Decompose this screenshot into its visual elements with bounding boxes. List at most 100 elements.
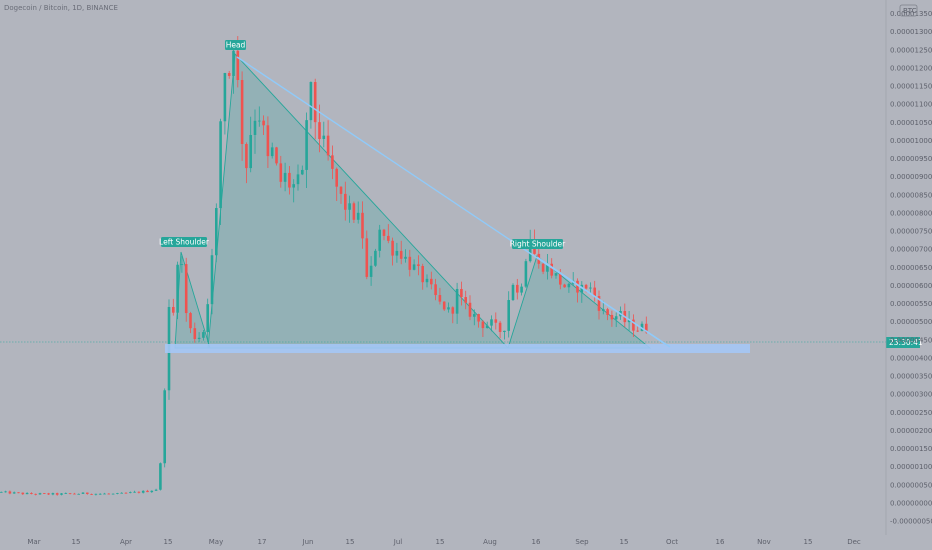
y-tick-label: 0.00000900: [890, 173, 932, 181]
x-tick-label: 15: [72, 538, 81, 546]
candle-body: [528, 240, 532, 262]
y-tick-label: 0.00001050: [890, 119, 932, 127]
candle-body: [189, 313, 192, 329]
y-tick-label: 0.00001000: [890, 137, 932, 145]
candle-body: [490, 319, 493, 326]
candle-body: [352, 203, 356, 220]
candle-body: [451, 307, 455, 314]
y-tick-label: 0.00000100: [890, 463, 932, 471]
x-tick-label: 16: [532, 538, 541, 546]
candle-body: [283, 172, 287, 182]
candle-body: [159, 463, 162, 490]
y-tick-label: 0.00000000: [890, 499, 932, 507]
candle-body: [614, 316, 618, 320]
candle-body: [593, 287, 596, 297]
candle-body: [597, 296, 601, 311]
candle-body: [627, 319, 631, 323]
candle-body: [365, 238, 369, 277]
candle-body: [38, 493, 42, 495]
y-tick-label: 0.00001100: [890, 101, 932, 109]
candle-body: [279, 163, 283, 182]
x-tick-label: 15: [346, 538, 355, 546]
candle-body: [4, 491, 7, 493]
candle-body: [81, 492, 85, 494]
candle-body: [17, 492, 20, 494]
candle-body: [163, 390, 166, 464]
candle-body: [34, 493, 37, 495]
candle-body: [206, 304, 209, 333]
candle-body: [468, 302, 472, 317]
candle-body: [395, 250, 399, 256]
y-tick-label: 0.00000250: [890, 409, 932, 417]
candle-body: [408, 256, 412, 270]
y-tick-label: 0.00001300: [890, 28, 932, 36]
y-tick-label: 0.00000850: [890, 191, 932, 199]
candle-body: [636, 330, 639, 332]
candle-body: [640, 323, 644, 331]
candle-body: [404, 256, 407, 259]
candle-body: [460, 288, 463, 298]
y-tick-label: -0.00000050: [890, 518, 932, 526]
candle-body: [296, 174, 300, 185]
y-tick-label: 0.00000750: [890, 228, 932, 236]
candle-body: [184, 264, 188, 314]
y-tick-label: 0.00000600: [890, 282, 932, 290]
candle-body: [606, 309, 609, 315]
candle-body: [344, 193, 347, 210]
currency-badge[interactable]: BTC: [899, 4, 918, 17]
candle-body: [387, 235, 390, 241]
candle-body: [262, 120, 265, 126]
candle-body: [124, 492, 128, 494]
candle-body: [141, 490, 145, 493]
candle-body: [133, 491, 136, 493]
candle-body: [541, 263, 545, 272]
candle-body: [266, 125, 270, 157]
candle-body: [292, 184, 295, 188]
candle-body: [51, 493, 55, 495]
candle-body: [0, 491, 3, 493]
annotation-label: Left Shoulder: [159, 238, 210, 247]
candle-body: [301, 169, 304, 175]
candle-body: [176, 264, 179, 313]
annotation-label: Head: [226, 41, 246, 50]
candle-body: [227, 73, 231, 76]
candle-body: [455, 288, 459, 314]
candle-body: [86, 492, 89, 494]
candle-body: [309, 82, 313, 121]
annotation-badge: [512, 239, 563, 249]
x-tick-label: 15: [164, 538, 173, 546]
candle-body: [249, 134, 252, 169]
candle-body: [73, 493, 76, 495]
candle-body: [550, 263, 553, 276]
candle-body: [180, 264, 184, 265]
candle-body: [356, 212, 360, 220]
candle-body: [275, 147, 278, 164]
candle-body: [64, 493, 68, 495]
annotation-badge: [161, 237, 207, 247]
candle-body: [520, 286, 523, 293]
candle-body: [589, 287, 592, 289]
y-tick-label: 0.00000700: [890, 246, 932, 254]
y-tick-label: 0.00000200: [890, 427, 932, 435]
candle-body: [477, 314, 480, 322]
y-tick-label: 0.00000800: [890, 209, 932, 217]
y-tick-label: 0.00001250: [890, 46, 932, 54]
candle-body: [382, 229, 386, 236]
candle-body: [369, 265, 373, 277]
candle-body: [8, 491, 12, 494]
candle-body: [305, 120, 308, 170]
candle-body: [137, 491, 141, 493]
y-tick-label: 0.00000350: [890, 373, 932, 381]
candle-body: [172, 306, 175, 313]
candle-body: [516, 284, 519, 293]
y-tick-label: 0.00000400: [890, 354, 932, 362]
x-tick-label: 15: [620, 538, 629, 546]
y-tick-label: 0.00000150: [890, 445, 932, 453]
x-tick-label: Nov: [757, 538, 771, 546]
candle-body: [129, 492, 132, 494]
candle-body: [335, 168, 338, 187]
candle-body: [322, 135, 326, 140]
candle-body: [546, 263, 549, 272]
x-tick-label: 15: [436, 538, 445, 546]
